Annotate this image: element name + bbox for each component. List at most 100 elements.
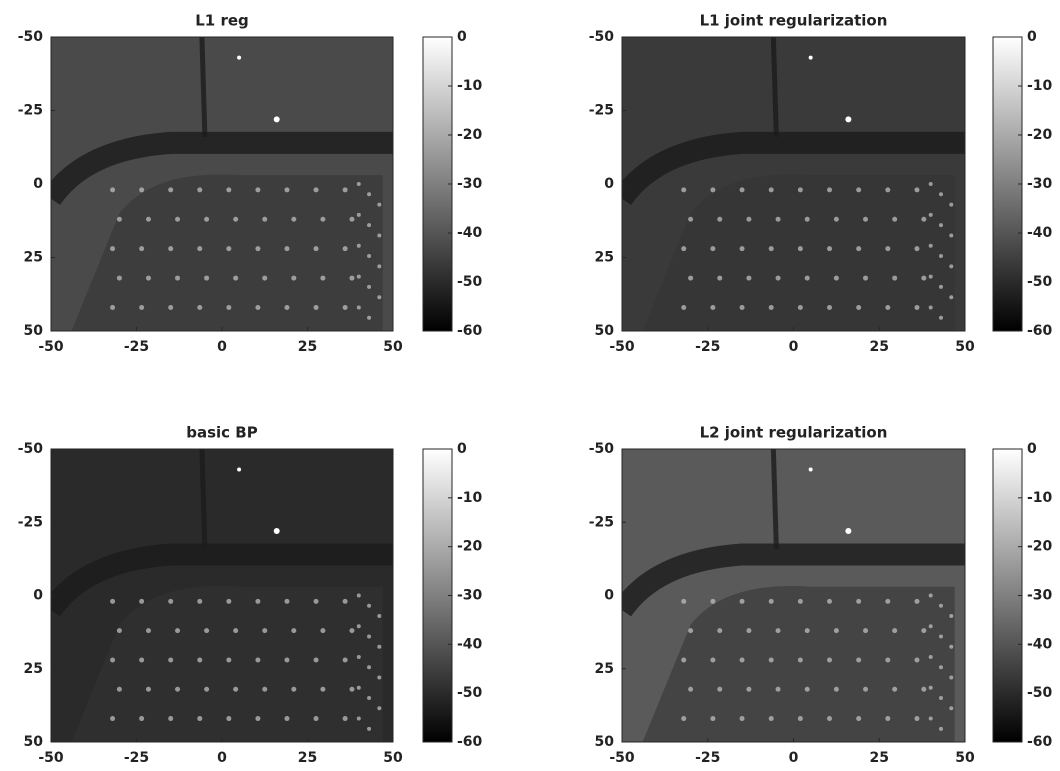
colorbar-tick-label: -50 <box>1027 685 1053 701</box>
road <box>201 434 204 548</box>
car <box>226 187 231 192</box>
car <box>856 716 861 721</box>
colorbar-tick-label: 0 <box>1027 29 1037 45</box>
car <box>377 614 381 618</box>
car <box>769 657 774 662</box>
car <box>939 665 943 669</box>
car <box>168 305 173 310</box>
x-tick-label: 25 <box>298 750 317 766</box>
car <box>255 187 260 192</box>
colorbar-tick-label: -50 <box>457 685 483 701</box>
car <box>175 687 180 692</box>
car <box>110 657 115 662</box>
car <box>146 687 151 692</box>
car <box>168 246 173 251</box>
car <box>939 254 943 258</box>
car <box>929 594 933 598</box>
x-tick-label: -25 <box>695 339 720 355</box>
car <box>798 599 803 604</box>
car <box>885 246 890 251</box>
car <box>939 285 943 289</box>
colorbar-tick-label: -60 <box>1027 323 1053 339</box>
car <box>856 599 861 604</box>
car <box>284 657 289 662</box>
colorbar-tick-label: -10 <box>457 490 483 506</box>
bright-scatterer <box>237 468 241 472</box>
car <box>798 716 803 721</box>
car <box>892 217 897 222</box>
colorbar <box>423 37 452 331</box>
car <box>357 717 361 721</box>
car <box>681 246 686 251</box>
car <box>197 305 202 310</box>
car <box>856 305 861 310</box>
car <box>681 305 686 310</box>
car <box>776 217 781 222</box>
y-tick-label: 0 <box>33 588 43 604</box>
car <box>117 687 122 692</box>
car <box>226 716 231 721</box>
car <box>255 246 260 251</box>
car <box>204 687 209 692</box>
car <box>863 628 868 633</box>
colorbar-tick-label: -60 <box>457 734 483 750</box>
car <box>746 276 751 281</box>
car <box>226 599 231 604</box>
car <box>343 716 348 721</box>
car <box>197 187 202 192</box>
car <box>885 187 890 192</box>
car <box>885 716 890 721</box>
car <box>320 687 325 692</box>
y-tick-label: -50 <box>18 441 44 457</box>
car <box>139 657 144 662</box>
y-tick-label: -50 <box>589 29 615 45</box>
car <box>914 305 919 310</box>
car <box>367 254 371 258</box>
sar-image <box>622 22 972 331</box>
car <box>168 657 173 662</box>
car <box>769 599 774 604</box>
y-tick-label: 50 <box>24 734 44 750</box>
car <box>226 305 231 310</box>
x-tick-label: 0 <box>789 750 799 766</box>
car <box>349 217 354 222</box>
car <box>349 276 354 281</box>
colorbar-tick-label: -20 <box>1027 127 1053 143</box>
road <box>773 22 776 137</box>
car <box>233 687 238 692</box>
car <box>343 246 348 251</box>
y-tick-label: -50 <box>589 441 615 457</box>
car <box>367 665 371 669</box>
car <box>769 305 774 310</box>
car <box>710 305 715 310</box>
car <box>284 246 289 251</box>
colorbar-tick-label: -30 <box>1027 588 1053 604</box>
x-tick-label: -50 <box>609 750 635 766</box>
car <box>357 624 361 628</box>
car <box>710 187 715 192</box>
car <box>834 628 839 633</box>
car <box>710 599 715 604</box>
car <box>914 716 919 721</box>
car <box>197 246 202 251</box>
colorbar-tick-label: 0 <box>457 29 467 45</box>
colorbar <box>993 449 1022 742</box>
car <box>939 316 943 320</box>
car <box>949 233 953 237</box>
car <box>746 217 751 222</box>
car <box>688 217 693 222</box>
colorbar-tick-label: -10 <box>457 78 483 94</box>
subplot: L2 joint regularization-50-2502550-50-25… <box>589 424 1053 767</box>
car <box>357 686 361 690</box>
y-tick-label: 25 <box>595 661 614 677</box>
car <box>805 628 810 633</box>
y-tick-label: 0 <box>604 588 614 604</box>
road <box>201 22 204 137</box>
car <box>769 716 774 721</box>
car <box>863 217 868 222</box>
car <box>949 203 953 207</box>
car <box>291 628 296 633</box>
colorbar-tick-label: -40 <box>457 636 483 652</box>
car <box>349 628 354 633</box>
car <box>717 217 722 222</box>
